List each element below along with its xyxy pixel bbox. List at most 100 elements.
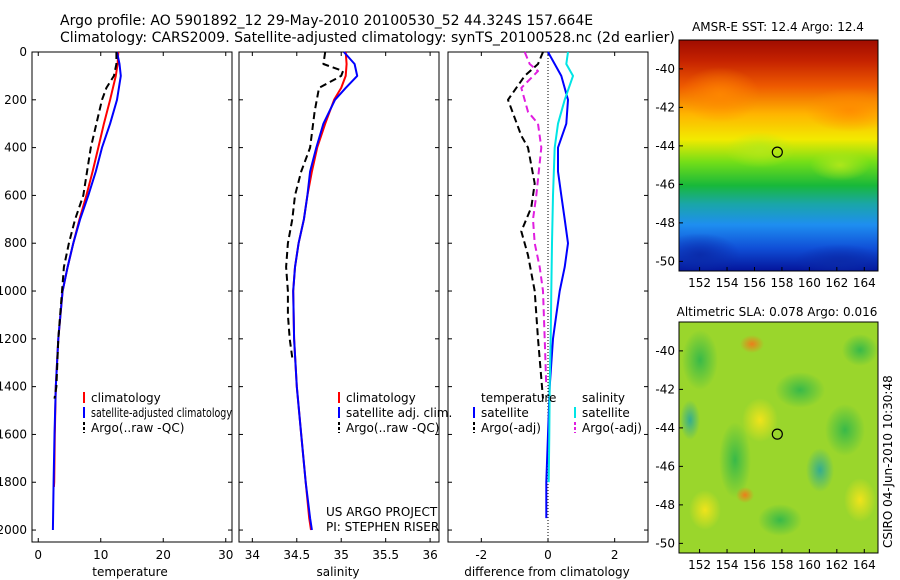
map-x-tick-label: 156 bbox=[743, 558, 766, 572]
series-line-climatology bbox=[292, 51, 348, 531]
map-y-tick-label: -44 bbox=[655, 421, 675, 435]
temperature-panel-frame bbox=[31, 51, 233, 543]
map-x-tick-label: 152 bbox=[688, 558, 711, 572]
argo-position-marker bbox=[771, 146, 783, 158]
map-y-tick-label: -46 bbox=[655, 459, 675, 473]
map-y-tick-label: -42 bbox=[655, 100, 675, 114]
sst-map-frame bbox=[678, 39, 879, 272]
y-tick-label: 1600 bbox=[0, 427, 27, 441]
y-tick-label: 0 bbox=[19, 45, 27, 59]
difference-legend: temperature satellite Argo(-adj) salinit… bbox=[473, 391, 642, 435]
x-tick-label: 20 bbox=[156, 548, 171, 562]
sla-yellow-blob bbox=[689, 490, 721, 530]
sst-map bbox=[679, 40, 878, 271]
map-x-tick-label: 162 bbox=[825, 558, 848, 572]
sla-yellow-blob bbox=[844, 478, 876, 522]
map-x-tick-label: 154 bbox=[716, 558, 739, 572]
map-x-tick-label: 160 bbox=[798, 558, 821, 572]
map-y-tick-label: -46 bbox=[655, 177, 675, 191]
x-tick-label: 0 bbox=[544, 548, 552, 562]
map-y-tick-label: -40 bbox=[655, 62, 675, 76]
sla-green-blob bbox=[682, 330, 718, 390]
sla-orange-blob bbox=[736, 487, 754, 503]
x-tick-label: 35.5 bbox=[372, 548, 399, 562]
y-tick-label: 1400 bbox=[0, 380, 27, 394]
sla-green-blob bbox=[719, 422, 751, 498]
sla-cyan-blob bbox=[806, 448, 834, 492]
legend-label-climatology: climatology bbox=[346, 391, 416, 405]
series-line-argo-raw-qc bbox=[285, 51, 344, 359]
difference-plot: -2 0 2 bbox=[448, 51, 648, 562]
sla-map-axes: 152 154 156 158 160 162 164 -40 -42 -44 -46 -48 -50 bbox=[655, 344, 875, 572]
sst-cold-blob bbox=[679, 233, 740, 271]
timestamp-label: CSIRO 04-Jun-2010 10:30:48 bbox=[881, 375, 895, 548]
legend-label-argo: Argo(..raw -QC) bbox=[346, 421, 439, 435]
y-tick-label: 1800 bbox=[0, 475, 27, 489]
salinity-panel-frame bbox=[238, 51, 440, 543]
map-x-tick-label: 156 bbox=[743, 276, 766, 290]
y-tick-label: 200 bbox=[4, 93, 27, 107]
map-x-tick-label: 162 bbox=[825, 276, 848, 290]
salinity-axis-label: salinity bbox=[316, 565, 359, 579]
header-line-2: Climatology: CARS2009. Satellite-adjuste… bbox=[60, 30, 675, 46]
sst-map-title: AMSR-E SST: 12.4 Argo: 12.4 bbox=[692, 20, 864, 34]
y-tick-label: 600 bbox=[4, 188, 27, 202]
map-y-tick-label: -42 bbox=[655, 382, 675, 396]
sla-green-blob bbox=[842, 334, 878, 366]
map-y-tick-label: -48 bbox=[655, 498, 675, 512]
map-x-tick-label: 164 bbox=[853, 558, 876, 572]
legend-label-satellite: satellite-adjusted climatology bbox=[91, 406, 232, 420]
legend-label-satellite: satellite adj. clim. bbox=[346, 406, 452, 420]
sla-map bbox=[679, 322, 878, 553]
map-y-tick-label: -44 bbox=[655, 139, 675, 153]
map-x-tick-label: 158 bbox=[770, 558, 793, 572]
map-y-tick-label: -48 bbox=[655, 216, 675, 230]
y-tick-label: 1200 bbox=[0, 332, 27, 346]
sst-warm-blob bbox=[680, 67, 760, 123]
project-label: US ARGO PROJECT bbox=[326, 505, 438, 519]
sla-green-blob bbox=[825, 404, 865, 456]
legend-title-salinity: salinity bbox=[582, 391, 625, 405]
x-tick-label: 35 bbox=[334, 548, 349, 562]
map-y-tick-label: -50 bbox=[655, 536, 675, 550]
map-x-tick-label: 152 bbox=[688, 276, 711, 290]
x-tick-label: 34 bbox=[245, 548, 260, 562]
legend-label-argo: Argo(..raw -QC) bbox=[91, 421, 184, 435]
temperature-legend: climatology satellite-adjusted climatolo… bbox=[83, 391, 232, 435]
x-tick-label: 2 bbox=[611, 548, 619, 562]
map-x-tick-label: 154 bbox=[716, 276, 739, 290]
map-y-tick-label: -40 bbox=[655, 344, 675, 358]
series-line-satellite-adjusted-climatology bbox=[51, 51, 122, 531]
sla-map-title: Altimetric SLA: 0.078 Argo: 0.016 bbox=[677, 305, 878, 319]
map-x-tick-label: 164 bbox=[853, 276, 876, 290]
sla-map-frame bbox=[678, 321, 879, 554]
argo-position-marker bbox=[771, 428, 783, 440]
header-line-1: Argo profile: AO 5901892_12 29-May-2010 … bbox=[60, 13, 593, 29]
series-line-satellite-adj-clim bbox=[292, 51, 359, 531]
y-tick-label: 800 bbox=[4, 236, 27, 250]
salinity-legend: climatology satellite adj. clim. Argo(..… bbox=[338, 391, 452, 435]
sst-front-blob bbox=[725, 132, 795, 168]
x-tick-label: -2 bbox=[475, 548, 487, 562]
map-y-tick-label: -50 bbox=[655, 254, 675, 268]
sla-yellow-blob bbox=[742, 398, 778, 442]
x-tick-label: 34.5 bbox=[283, 548, 310, 562]
sla-green-blob bbox=[758, 504, 802, 536]
temperature-plot: 0 200 400 600 800 1000 1200 1400 1600 1800 2000 0 10… bbox=[0, 45, 233, 562]
legend-label-temp-satellite: satellite bbox=[481, 406, 529, 420]
sst-warm-blob bbox=[805, 88, 878, 132]
legend-label-sal-argo: Argo(-adj) bbox=[582, 421, 642, 435]
series-line-salinity-argo-adj bbox=[520, 51, 548, 387]
sla-green-blob bbox=[775, 372, 825, 408]
salinity-plot: 34 34.5 35 35.5 36 bbox=[239, 51, 439, 562]
series-line-argo-raw-qc bbox=[53, 52, 118, 399]
legend-label-temp-argo: Argo(-adj) bbox=[481, 421, 541, 435]
y-tick-label: 2000 bbox=[0, 523, 27, 537]
x-tick-label: 0 bbox=[34, 548, 42, 562]
pi-label: PI: STEPHEN RISER bbox=[326, 520, 439, 534]
difference-axis-label: difference from climatology bbox=[464, 565, 630, 579]
sst-front-blob bbox=[810, 149, 870, 181]
sla-orange-blob bbox=[740, 335, 764, 353]
sst-cold-blob bbox=[795, 244, 878, 271]
